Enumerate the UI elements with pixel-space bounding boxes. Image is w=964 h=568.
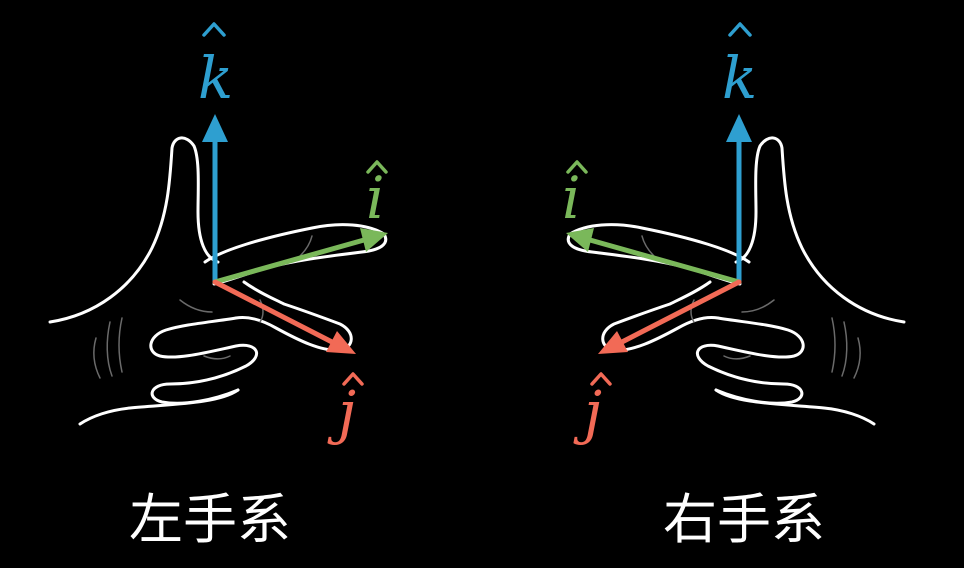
left-j-label: j	[327, 378, 356, 446]
left-k-label-group: k	[198, 22, 233, 112]
right-j-hat	[590, 372, 612, 386]
right-k-hat	[728, 22, 752, 37]
right-hand-system: k i j 右手系	[562, 22, 906, 551]
right-i-arrowhead	[566, 228, 594, 252]
left-i-hat	[366, 160, 388, 174]
left-j-arrowhead	[326, 331, 356, 354]
right-j-label: j	[573, 378, 602, 446]
left-k-label: k	[198, 44, 233, 112]
left-i-arrowhead	[360, 228, 388, 252]
right-k-label: k	[722, 44, 757, 112]
left-hand-system: k i j 左手系	[48, 22, 388, 551]
right-basis-vectors	[566, 114, 752, 354]
left-j-label-group: j	[327, 372, 364, 446]
right-i-hat	[566, 160, 588, 174]
left-system-caption: 左手系	[129, 488, 291, 551]
left-j-vector	[212, 279, 335, 345]
left-i-vector	[212, 237, 367, 285]
left-i-label-group: i	[366, 160, 388, 232]
right-hand-creases	[641, 235, 861, 379]
right-hand-outline	[566, 136, 906, 426]
left-hand-outline	[48, 136, 388, 426]
right-j-vector	[619, 279, 742, 345]
right-system-caption: 右手系	[663, 488, 825, 551]
right-j-arrowhead	[598, 331, 628, 354]
right-k-arrowhead	[726, 114, 752, 142]
right-i-label: i	[562, 164, 581, 232]
left-j-hat	[342, 372, 364, 386]
left-hand-creases	[93, 235, 313, 379]
right-i-vector	[587, 237, 742, 285]
left-i-label: i	[366, 164, 385, 232]
left-k-arrowhead	[202, 114, 228, 142]
left-k-hat	[202, 22, 226, 37]
left-basis-vectors	[202, 114, 388, 354]
